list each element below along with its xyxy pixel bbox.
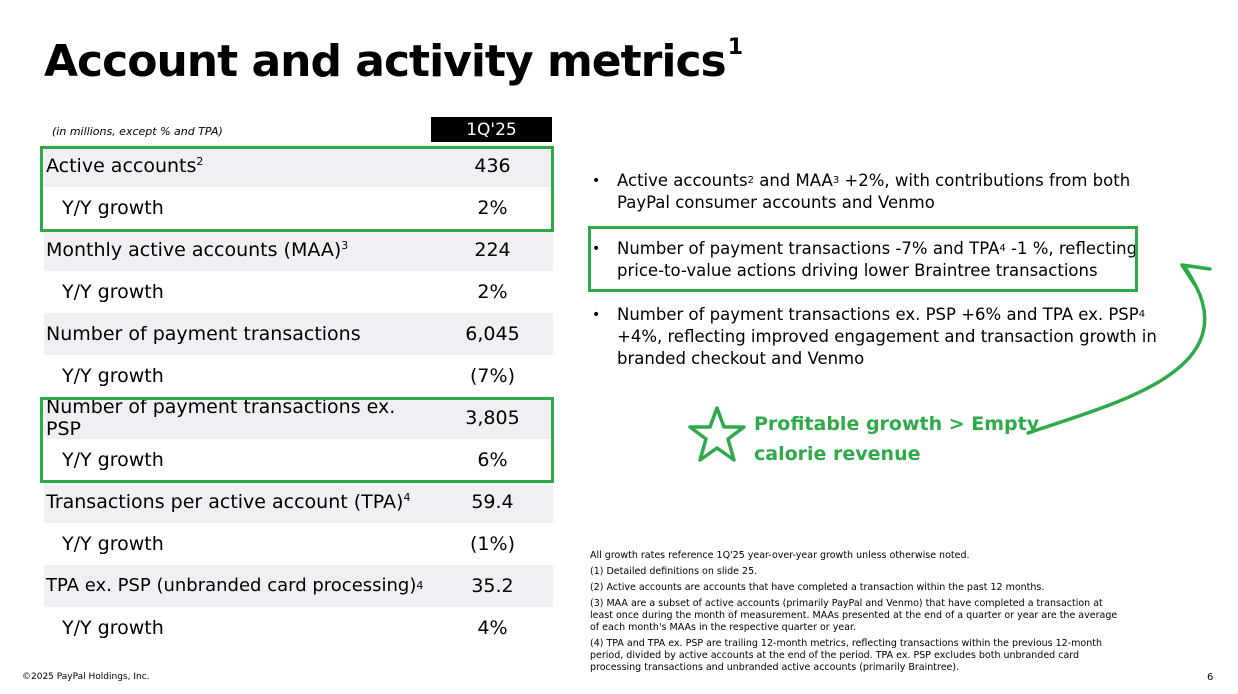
row-value: 59.4 xyxy=(471,491,514,513)
row-label: Y/Y growth xyxy=(62,533,164,555)
title-footnote: 1 xyxy=(727,35,743,60)
footnote: All growth rates reference 1Q'25 year-ov… xyxy=(590,550,970,561)
table-row: Monthly active accounts (MAA)3 224 xyxy=(44,229,553,271)
table-row: Y/Y growth 4% xyxy=(44,607,553,649)
row-label: Y/Y growth xyxy=(62,617,164,639)
bullet-item: • Number of payment transactions -7% and… xyxy=(592,238,1162,282)
row-value: 6% xyxy=(477,449,508,471)
copyright: ©2025 PayPal Holdings, Inc. xyxy=(22,672,150,682)
row-label: Y/Y growth xyxy=(62,281,164,303)
bullet-text: Number of payment transactions -7% and T… xyxy=(617,239,1138,280)
bullet-dot: • xyxy=(592,173,601,189)
page-number: 6 xyxy=(1207,672,1214,683)
table-row: Active accounts2 436 xyxy=(44,145,553,187)
callout-text: Profitable growth > Empty calorie revenu… xyxy=(754,409,1039,469)
bullet-text: Number of payment transactions ex. PSP +… xyxy=(617,305,1157,368)
bullet-item: • Active accounts2 and MAA3 +2%, with co… xyxy=(592,170,1162,214)
row-label: Number of payment transactions ex. PSP xyxy=(46,396,396,440)
row-value: 4% xyxy=(477,617,508,639)
table-row: Y/Y growth 6% xyxy=(44,439,553,481)
row-value: 224 xyxy=(474,239,511,261)
table-row: Number of payment transactions 6,045 xyxy=(44,313,553,355)
callout-line-1: Profitable growth > Empty xyxy=(754,413,1040,435)
footnote: (4) TPA and TPA ex. PSP are trailing 12-… xyxy=(590,638,1102,673)
row-value: (1%) xyxy=(470,533,515,555)
row-value: 436 xyxy=(474,155,511,177)
row-label: Transactions per active account (TPA)4 xyxy=(46,491,411,513)
row-label: TPA ex. PSP (unbranded card processing)4 xyxy=(46,575,424,596)
row-value: 2% xyxy=(477,281,508,303)
row-value: 6,045 xyxy=(465,323,520,345)
table-row: Transactions per active account (TPA)4 59… xyxy=(44,481,553,523)
bullet-list: • Active accounts2 and MAA3 +2%, with co… xyxy=(592,170,1162,370)
metrics-table: Active accounts2 436 Y/Y growth 2% Monthly… xyxy=(44,145,553,649)
table-row: Y/Y growth (1%) xyxy=(44,523,553,565)
star-icon xyxy=(688,406,746,462)
bullet-item: • Number of payment transactions ex. PSP… xyxy=(592,304,1162,370)
bullet-dot: • xyxy=(592,241,601,257)
title-text: Account and activity metrics xyxy=(44,36,727,87)
table-row: TPA ex. PSP (unbranded card processing)4… xyxy=(44,565,553,607)
footnote: (1) Detailed definitions on slide 25. xyxy=(590,566,758,577)
bullet-dot: • xyxy=(592,307,601,323)
row-value: (7%) xyxy=(470,365,515,387)
row-label: Y/Y growth xyxy=(62,197,164,219)
row-value: 35.2 xyxy=(471,575,514,597)
page-title: Account and activity metrics1 xyxy=(44,35,743,87)
bullet-text: Active accounts2 and MAA3 +2%, with cont… xyxy=(617,171,1131,212)
table-subhead: (in millions, except % and TPA) xyxy=(52,125,223,138)
row-label: Active accounts2 xyxy=(46,155,204,177)
row-label: Y/Y growth xyxy=(62,449,164,471)
table-row: Y/Y growth 2% xyxy=(44,187,553,229)
callout-line-2: calorie revenue xyxy=(754,443,921,465)
row-label: Number of payment transactions xyxy=(46,323,361,345)
footnote: (3) MAA are a subset of active accounts … xyxy=(590,598,1118,633)
curved-arrow-icon xyxy=(1026,263,1212,435)
table-row: Y/Y growth (7%) xyxy=(44,355,553,397)
row-label: Monthly active accounts (MAA)3 xyxy=(46,239,349,261)
row-value: 3,805 xyxy=(465,407,520,429)
column-header: 1Q'25 xyxy=(431,117,552,142)
footnotes: All growth rates reference 1Q'25 year-ov… xyxy=(590,550,1120,678)
row-value: 2% xyxy=(477,197,508,219)
table-row: Number of payment transactions ex. PSP 3,… xyxy=(44,396,553,440)
highlight-box-bullet xyxy=(588,226,1138,292)
table-row: Y/Y growth 2% xyxy=(44,271,553,313)
footnote: (2) Active accounts are accounts that ha… xyxy=(590,582,1045,593)
row-label: Y/Y growth xyxy=(62,365,164,387)
